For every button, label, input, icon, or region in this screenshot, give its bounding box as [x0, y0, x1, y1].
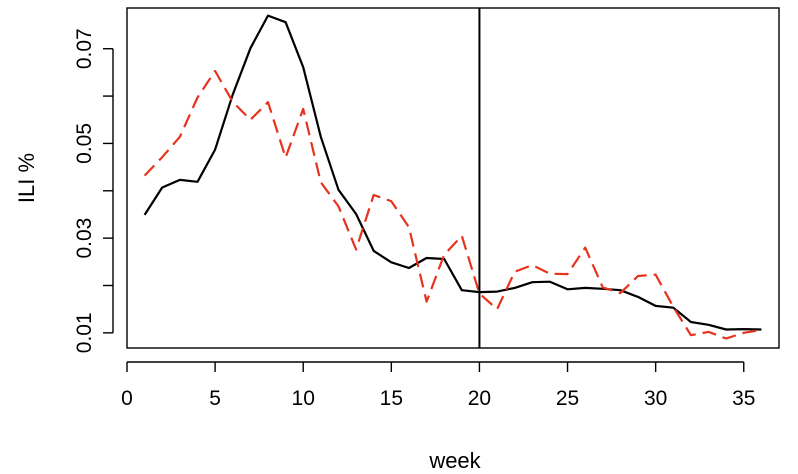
- y-axis-label: ILI %: [14, 153, 39, 203]
- x-tick-label: 10: [292, 387, 315, 410]
- y-tick-label: 0.03: [73, 218, 96, 259]
- x-tick-label: 15: [380, 387, 403, 410]
- plot-lines: [143, 8, 762, 348]
- y-tick-label: 0.07: [73, 28, 96, 69]
- x-axis-label: week: [428, 448, 481, 473]
- x-tick-label: 30: [644, 387, 667, 410]
- x-tick-label: 35: [732, 387, 755, 410]
- series-line-2: [143, 69, 762, 340]
- y-axis: 0.01 0.03 0.05 0.07: [73, 28, 114, 353]
- y-tick-label: 0.05: [73, 123, 96, 164]
- x-tick-label: 5: [209, 387, 221, 410]
- x-tick-label: 0: [121, 387, 133, 410]
- plot-frame: [126, 7, 780, 349]
- x-tick-label: 25: [556, 387, 579, 410]
- x-tick-label: 20: [468, 387, 491, 410]
- y-tick-label: 0.01: [73, 312, 96, 353]
- series-line-1: [143, 14, 762, 331]
- x-axis: 0 5 10 15 20 25 30 35: [121, 361, 755, 410]
